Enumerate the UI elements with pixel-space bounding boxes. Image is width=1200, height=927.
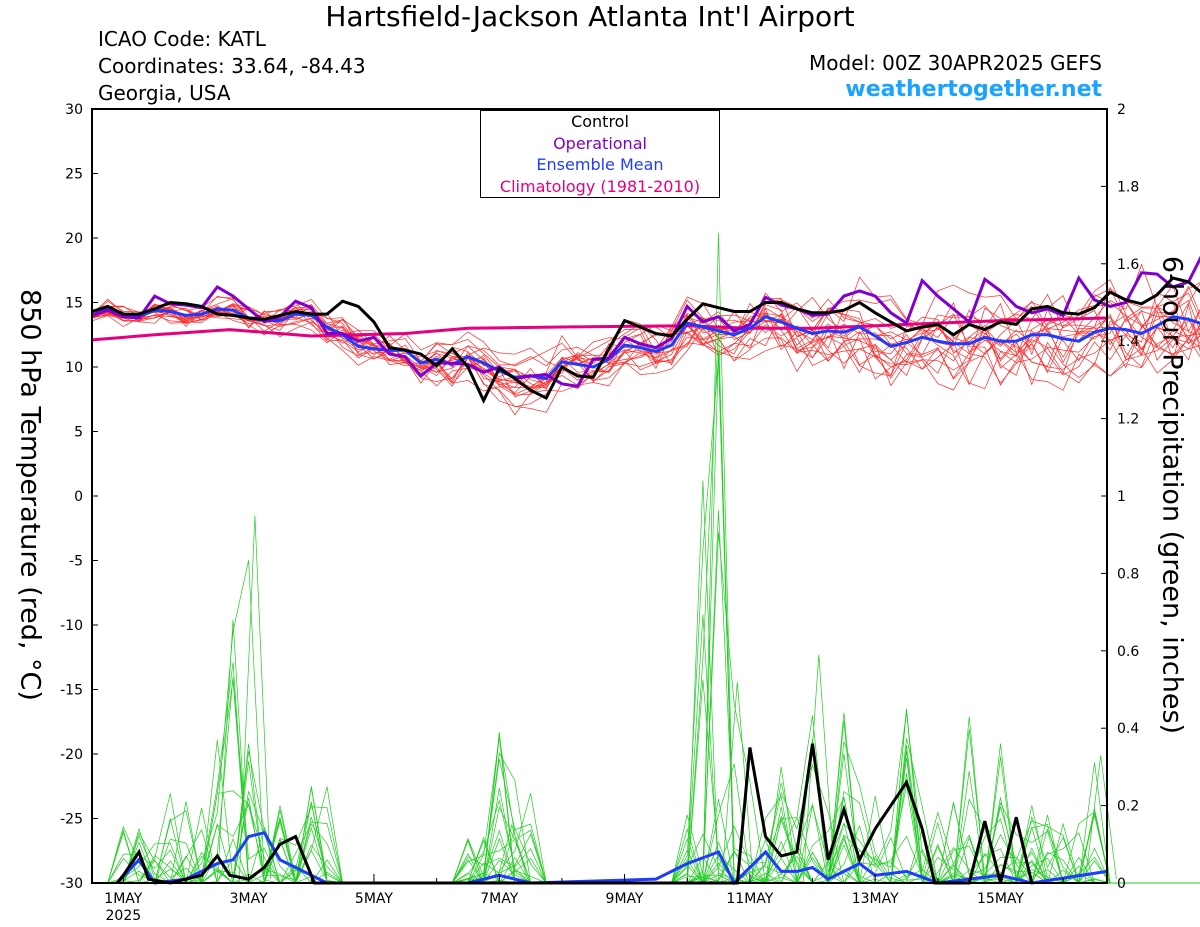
precipitation-member-peak <box>721 681 754 884</box>
precipitation-control-line <box>115 743 1034 885</box>
precipitation-member-peak <box>1015 805 1048 884</box>
temperature-member-line <box>91 276 1200 386</box>
y-axis-right-label: 6-hour Precipitation (green, inches) <box>1156 255 1188 735</box>
y-left-tick-label: 0 <box>74 489 83 505</box>
icao-code: ICAO Code: KATL <box>98 27 266 51</box>
precipitation-member-peak <box>483 732 516 884</box>
precipitation-member-peak <box>495 823 528 884</box>
y-axis-left-label: 850 hPa Temperature (red, °C) <box>14 289 46 701</box>
region-label: Georgia, USA <box>98 81 231 105</box>
control-line <box>91 276 1200 404</box>
y-right-tick-label: 0.4 <box>1117 721 1139 737</box>
y-right-tick-label: 0.8 <box>1117 566 1139 582</box>
y-left-tick-label: -20 <box>60 747 83 763</box>
y-left-tick-label: -15 <box>60 683 83 699</box>
y-left-tick-label: -10 <box>60 618 83 634</box>
temperature-member-line <box>91 286 1200 387</box>
precipitation-member-peak <box>702 232 735 884</box>
precipitation-member-peak <box>238 515 271 884</box>
y-left-tick-label: 10 <box>65 360 83 376</box>
ensemble-mean-line <box>91 307 1200 381</box>
y-right-tick-label: 1.4 <box>1117 334 1139 350</box>
x-tick-label: 13MAY <box>852 891 899 907</box>
y-right-tick-label: 0.6 <box>1117 644 1139 660</box>
x-tick-label: 9MAY <box>606 891 644 907</box>
x-tick-label: 3MAY <box>230 891 268 907</box>
y-right-tick-label: 1.8 <box>1117 179 1139 195</box>
y-left-tick-label: 25 <box>65 167 83 183</box>
precipitation-member-peak <box>686 480 719 884</box>
site-link[interactable]: weathertogether.net <box>845 77 1102 102</box>
y-left-tick-label: 30 <box>65 102 83 118</box>
temperature-member-line <box>91 298 1200 392</box>
temperature-member-line <box>91 298 1200 394</box>
y-left-tick-label: 15 <box>65 296 83 312</box>
y-left-tick-label: -25 <box>60 812 83 828</box>
y-left-tick-label: -5 <box>69 554 83 570</box>
precipitation-member-peak <box>1084 755 1117 884</box>
temperature-member-line <box>91 300 1200 394</box>
x-tick-label: 5MAY <box>355 891 393 907</box>
temperature-member-line <box>91 285 1200 390</box>
y-left-tick-label: 20 <box>65 231 83 247</box>
coordinates: Coordinates: 33.64, -84.43 <box>98 54 366 78</box>
y-right-tick-label: 1.2 <box>1117 412 1139 428</box>
legend-operational: Operational <box>553 133 647 153</box>
x-tick-label: 15MAY <box>977 891 1024 907</box>
precipitation-member-peak <box>232 743 265 884</box>
model-run: Model: 00Z 30APR2025 GEFS <box>809 51 1102 75</box>
precipitation-member-peak <box>802 654 835 884</box>
x-tick-label: 11MAY <box>726 891 773 907</box>
precipitation-ensemble-mean-line <box>116 830 1108 886</box>
legend-control: Control <box>571 112 629 131</box>
precipitation-member-peak <box>890 708 923 884</box>
temperature-series <box>91 255 1200 404</box>
operational-line <box>91 255 1200 388</box>
legend: Control Operational Ensemble Mean Climat… <box>480 110 720 198</box>
y-left-tick-label: 5 <box>74 425 83 441</box>
climatology-line <box>91 316 1108 342</box>
precipitation-member-line <box>92 358 1200 884</box>
x-tick-sublabel: 2025 <box>106 908 142 924</box>
y-right-tick-label: 0 <box>1117 876 1126 892</box>
y-right-tick-label: 2 <box>1117 102 1126 118</box>
x-tick-label: 7MAY <box>480 891 518 907</box>
y-right-tick-label: 0.2 <box>1117 799 1139 815</box>
x-tick-label: 1MAY <box>104 891 142 907</box>
y-right-tick-label: 1.6 <box>1117 257 1139 273</box>
precipitation-member-peak <box>984 743 1017 884</box>
y-left-tick-label: -30 <box>60 876 83 892</box>
axes: 302520151050-5-10-15-20-25-3021.81.61.41… <box>60 102 1139 924</box>
precipitation-member-peak <box>201 739 234 884</box>
y-right-tick-label: 1 <box>1117 489 1126 505</box>
legend-ensemble-mean: Ensemble Mean <box>536 155 664 174</box>
precipitation-member-line <box>92 793 1200 884</box>
precipitation-member-line <box>92 738 1200 885</box>
chart-title: Hartsfield-Jackson Atlanta Int'l Airport <box>325 0 855 33</box>
precipitation-series <box>115 743 1108 886</box>
precipitation-member-peak <box>827 712 860 884</box>
precipitation-member-peak <box>953 716 986 884</box>
legend-climatology: Climatology (1981-2010) <box>499 176 701 196</box>
precipitation-member-line <box>92 350 1200 885</box>
